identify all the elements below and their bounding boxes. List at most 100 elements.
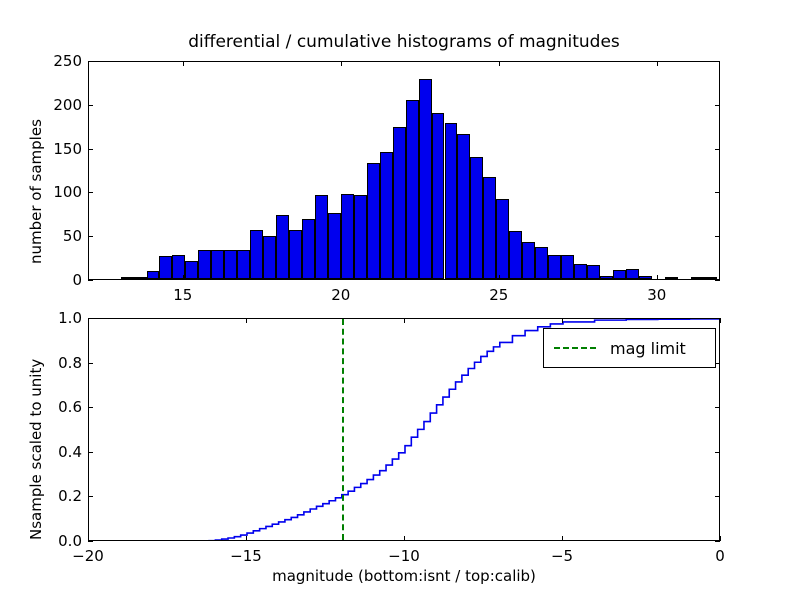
histogram-bar — [314, 194, 328, 279]
y-tick-mark — [715, 318, 720, 319]
histogram-bar — [690, 277, 704, 279]
histogram-bar — [237, 250, 251, 279]
top-axes-differential-histogram — [88, 61, 720, 280]
y-tick-label: 150 — [53, 139, 82, 158]
y-tick-mark — [715, 104, 720, 106]
histogram-bar — [535, 246, 549, 279]
histogram-bar — [457, 133, 471, 279]
x-tick-mark — [720, 536, 721, 541]
y-tick-mark — [715, 496, 720, 498]
y-tick-mark — [715, 280, 720, 281]
legend[interactable]: mag limit — [543, 328, 716, 368]
mag-limit-vline — [341, 319, 344, 540]
x-tick-mark — [656, 275, 658, 280]
histogram-bar — [159, 256, 173, 279]
x-tick-label: 15 — [173, 286, 193, 304]
histogram-bar — [276, 215, 290, 279]
mag-limit-line-icon — [554, 347, 596, 349]
x-tick-label: −15 — [230, 547, 262, 565]
histogram-bar — [574, 264, 587, 279]
x-tick-mark — [88, 318, 89, 323]
histogram-bar — [366, 163, 380, 279]
y-tick-mark — [88, 236, 93, 238]
y-tick-label: 0.8 — [58, 353, 82, 372]
y-tick-mark — [715, 61, 720, 62]
chart-title: differential / cumulative histograms of … — [188, 32, 620, 52]
y-tick-mark — [88, 318, 93, 319]
y-tick-label: 250 — [53, 52, 82, 70]
x-tick-mark — [88, 536, 89, 541]
x-tick-label: 30 — [647, 286, 667, 304]
histogram-bar — [146, 271, 160, 279]
top-plot-surface — [89, 62, 719, 279]
histogram-bar — [133, 277, 147, 279]
y-tick-label: 200 — [53, 95, 82, 114]
x-tick-label: −5 — [550, 547, 574, 565]
y-tick-mark — [715, 362, 720, 364]
y-tick-label: 50 — [62, 227, 82, 246]
histogram-bar — [172, 255, 186, 279]
y-tick-label: 0.0 — [58, 532, 82, 550]
histogram-bar — [548, 255, 562, 279]
x-tick-label: −10 — [388, 547, 420, 565]
x-tick-label: −20 — [72, 547, 104, 565]
cumulative-step-line — [208, 319, 719, 540]
x-tick-mark — [182, 61, 184, 66]
histogram-bar — [470, 157, 484, 279]
histogram-bar — [379, 151, 393, 279]
histogram-bar — [340, 194, 354, 279]
x-tick-label: 20 — [331, 286, 351, 304]
histogram-bar — [327, 213, 341, 279]
y-tick-mark — [88, 148, 93, 150]
histogram-bar — [301, 218, 315, 279]
histogram-bar — [198, 250, 212, 279]
x-tick-mark — [246, 318, 247, 323]
y-tick-mark — [88, 192, 93, 194]
y-tick-label: 0.6 — [58, 398, 82, 417]
y-tick-mark — [88, 451, 93, 453]
y-tick-label: 0.4 — [58, 442, 82, 461]
histogram-bar — [496, 199, 510, 279]
histogram-bar — [431, 113, 445, 279]
y-tick-mark — [88, 280, 93, 281]
x-tick-mark — [404, 318, 405, 323]
histogram-bar — [703, 277, 717, 279]
histogram-bar — [263, 236, 277, 279]
cumulative-curve — [208, 319, 719, 540]
histogram-bar — [638, 276, 652, 279]
histogram-bar — [599, 275, 613, 279]
bottom-plot-surface — [89, 319, 719, 540]
x-tick-mark — [562, 318, 563, 323]
x-tick-mark — [404, 536, 405, 541]
histogram-bar — [211, 250, 225, 279]
y-tick-mark — [715, 407, 720, 409]
histogram-bar — [353, 194, 367, 279]
x-tick-mark — [340, 61, 342, 66]
x-tick-mark — [656, 61, 658, 66]
y-tick-mark — [88, 104, 93, 106]
histogram-bar — [509, 230, 523, 279]
histogram-bar — [664, 277, 678, 279]
y-tick-mark — [715, 541, 720, 542]
y-tick-mark — [715, 192, 720, 194]
y-tick-mark — [88, 541, 93, 542]
y-tick-mark — [715, 148, 720, 150]
histogram-bar — [185, 261, 199, 279]
histogram-bar — [587, 264, 600, 279]
histogram-bar — [289, 229, 302, 279]
y-tick-label: 0 — [72, 271, 82, 289]
x-tick-label: 0 — [715, 547, 725, 565]
x-tick-mark — [182, 275, 184, 280]
histogram-bar — [392, 126, 406, 279]
x-tick-mark — [498, 61, 500, 66]
y-tick-mark — [88, 496, 93, 498]
x-tick-mark — [562, 536, 563, 541]
histogram-bar — [561, 255, 575, 279]
x-tick-label: 25 — [489, 286, 509, 304]
x-tick-mark — [498, 275, 500, 280]
x-tick-mark — [340, 275, 342, 280]
histogram-bar — [612, 270, 626, 279]
histogram-bar — [625, 269, 639, 279]
y-tick-label: 0.2 — [58, 487, 82, 506]
